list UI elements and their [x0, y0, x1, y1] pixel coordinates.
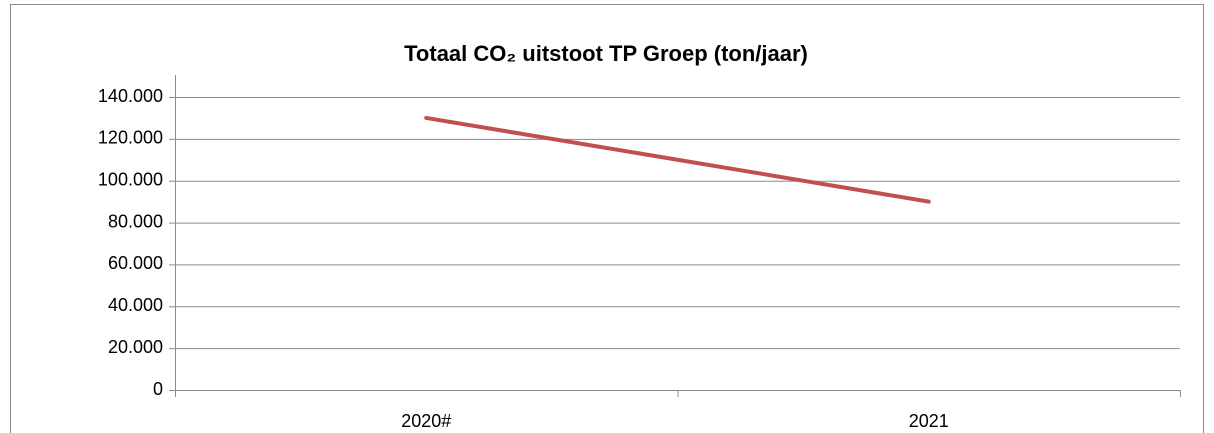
- chart-title: Totaal CO₂ uitstoot TP Groep (ton/jaar): [404, 41, 808, 66]
- y-tick-label: 120.000: [98, 128, 163, 148]
- data-line: [424, 115, 931, 204]
- y-tick-label: 100.000: [98, 169, 163, 189]
- y-tick-label: 140.000: [98, 86, 163, 106]
- x-tick-label: 2020#: [401, 411, 451, 431]
- y-tick-label: 20.000: [108, 337, 163, 357]
- y-tick-label: 0: [153, 379, 163, 399]
- x-tick-label: 2021: [909, 411, 949, 431]
- y-tick-label: 40.000: [108, 295, 163, 315]
- y-tick-label: 60.000: [108, 253, 163, 273]
- chart-frame: [10, 4, 1204, 433]
- y-tick-label: 80.000: [108, 211, 163, 231]
